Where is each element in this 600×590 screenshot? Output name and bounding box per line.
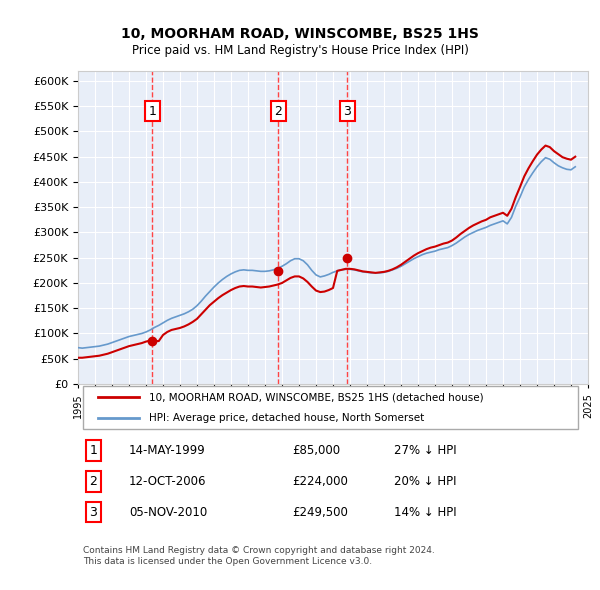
Text: 14-MAY-1999: 14-MAY-1999 bbox=[129, 444, 206, 457]
Text: Price paid vs. HM Land Registry's House Price Index (HPI): Price paid vs. HM Land Registry's House … bbox=[131, 44, 469, 57]
Text: 27% ↓ HPI: 27% ↓ HPI bbox=[394, 444, 457, 457]
Text: 05-NOV-2010: 05-NOV-2010 bbox=[129, 506, 207, 519]
FancyBboxPatch shape bbox=[83, 386, 578, 429]
Text: 3: 3 bbox=[89, 506, 97, 519]
Text: HPI: Average price, detached house, North Somerset: HPI: Average price, detached house, Nort… bbox=[149, 413, 425, 423]
Text: 2: 2 bbox=[89, 475, 97, 488]
Text: 10, MOORHAM ROAD, WINSCOMBE, BS25 1HS (detached house): 10, MOORHAM ROAD, WINSCOMBE, BS25 1HS (d… bbox=[149, 392, 484, 402]
Text: Contains HM Land Registry data © Crown copyright and database right 2024.
This d: Contains HM Land Registry data © Crown c… bbox=[83, 546, 435, 566]
Text: 20% ↓ HPI: 20% ↓ HPI bbox=[394, 475, 457, 488]
Text: 10, MOORHAM ROAD, WINSCOMBE, BS25 1HS: 10, MOORHAM ROAD, WINSCOMBE, BS25 1HS bbox=[121, 27, 479, 41]
Text: 3: 3 bbox=[343, 104, 351, 118]
Text: £224,000: £224,000 bbox=[292, 475, 348, 488]
Text: 1: 1 bbox=[89, 444, 97, 457]
Text: 1: 1 bbox=[148, 104, 156, 118]
Text: £85,000: £85,000 bbox=[292, 444, 340, 457]
Text: 2: 2 bbox=[274, 104, 282, 118]
Text: £249,500: £249,500 bbox=[292, 506, 348, 519]
Text: 14% ↓ HPI: 14% ↓ HPI bbox=[394, 506, 457, 519]
Text: 12-OCT-2006: 12-OCT-2006 bbox=[129, 475, 206, 488]
